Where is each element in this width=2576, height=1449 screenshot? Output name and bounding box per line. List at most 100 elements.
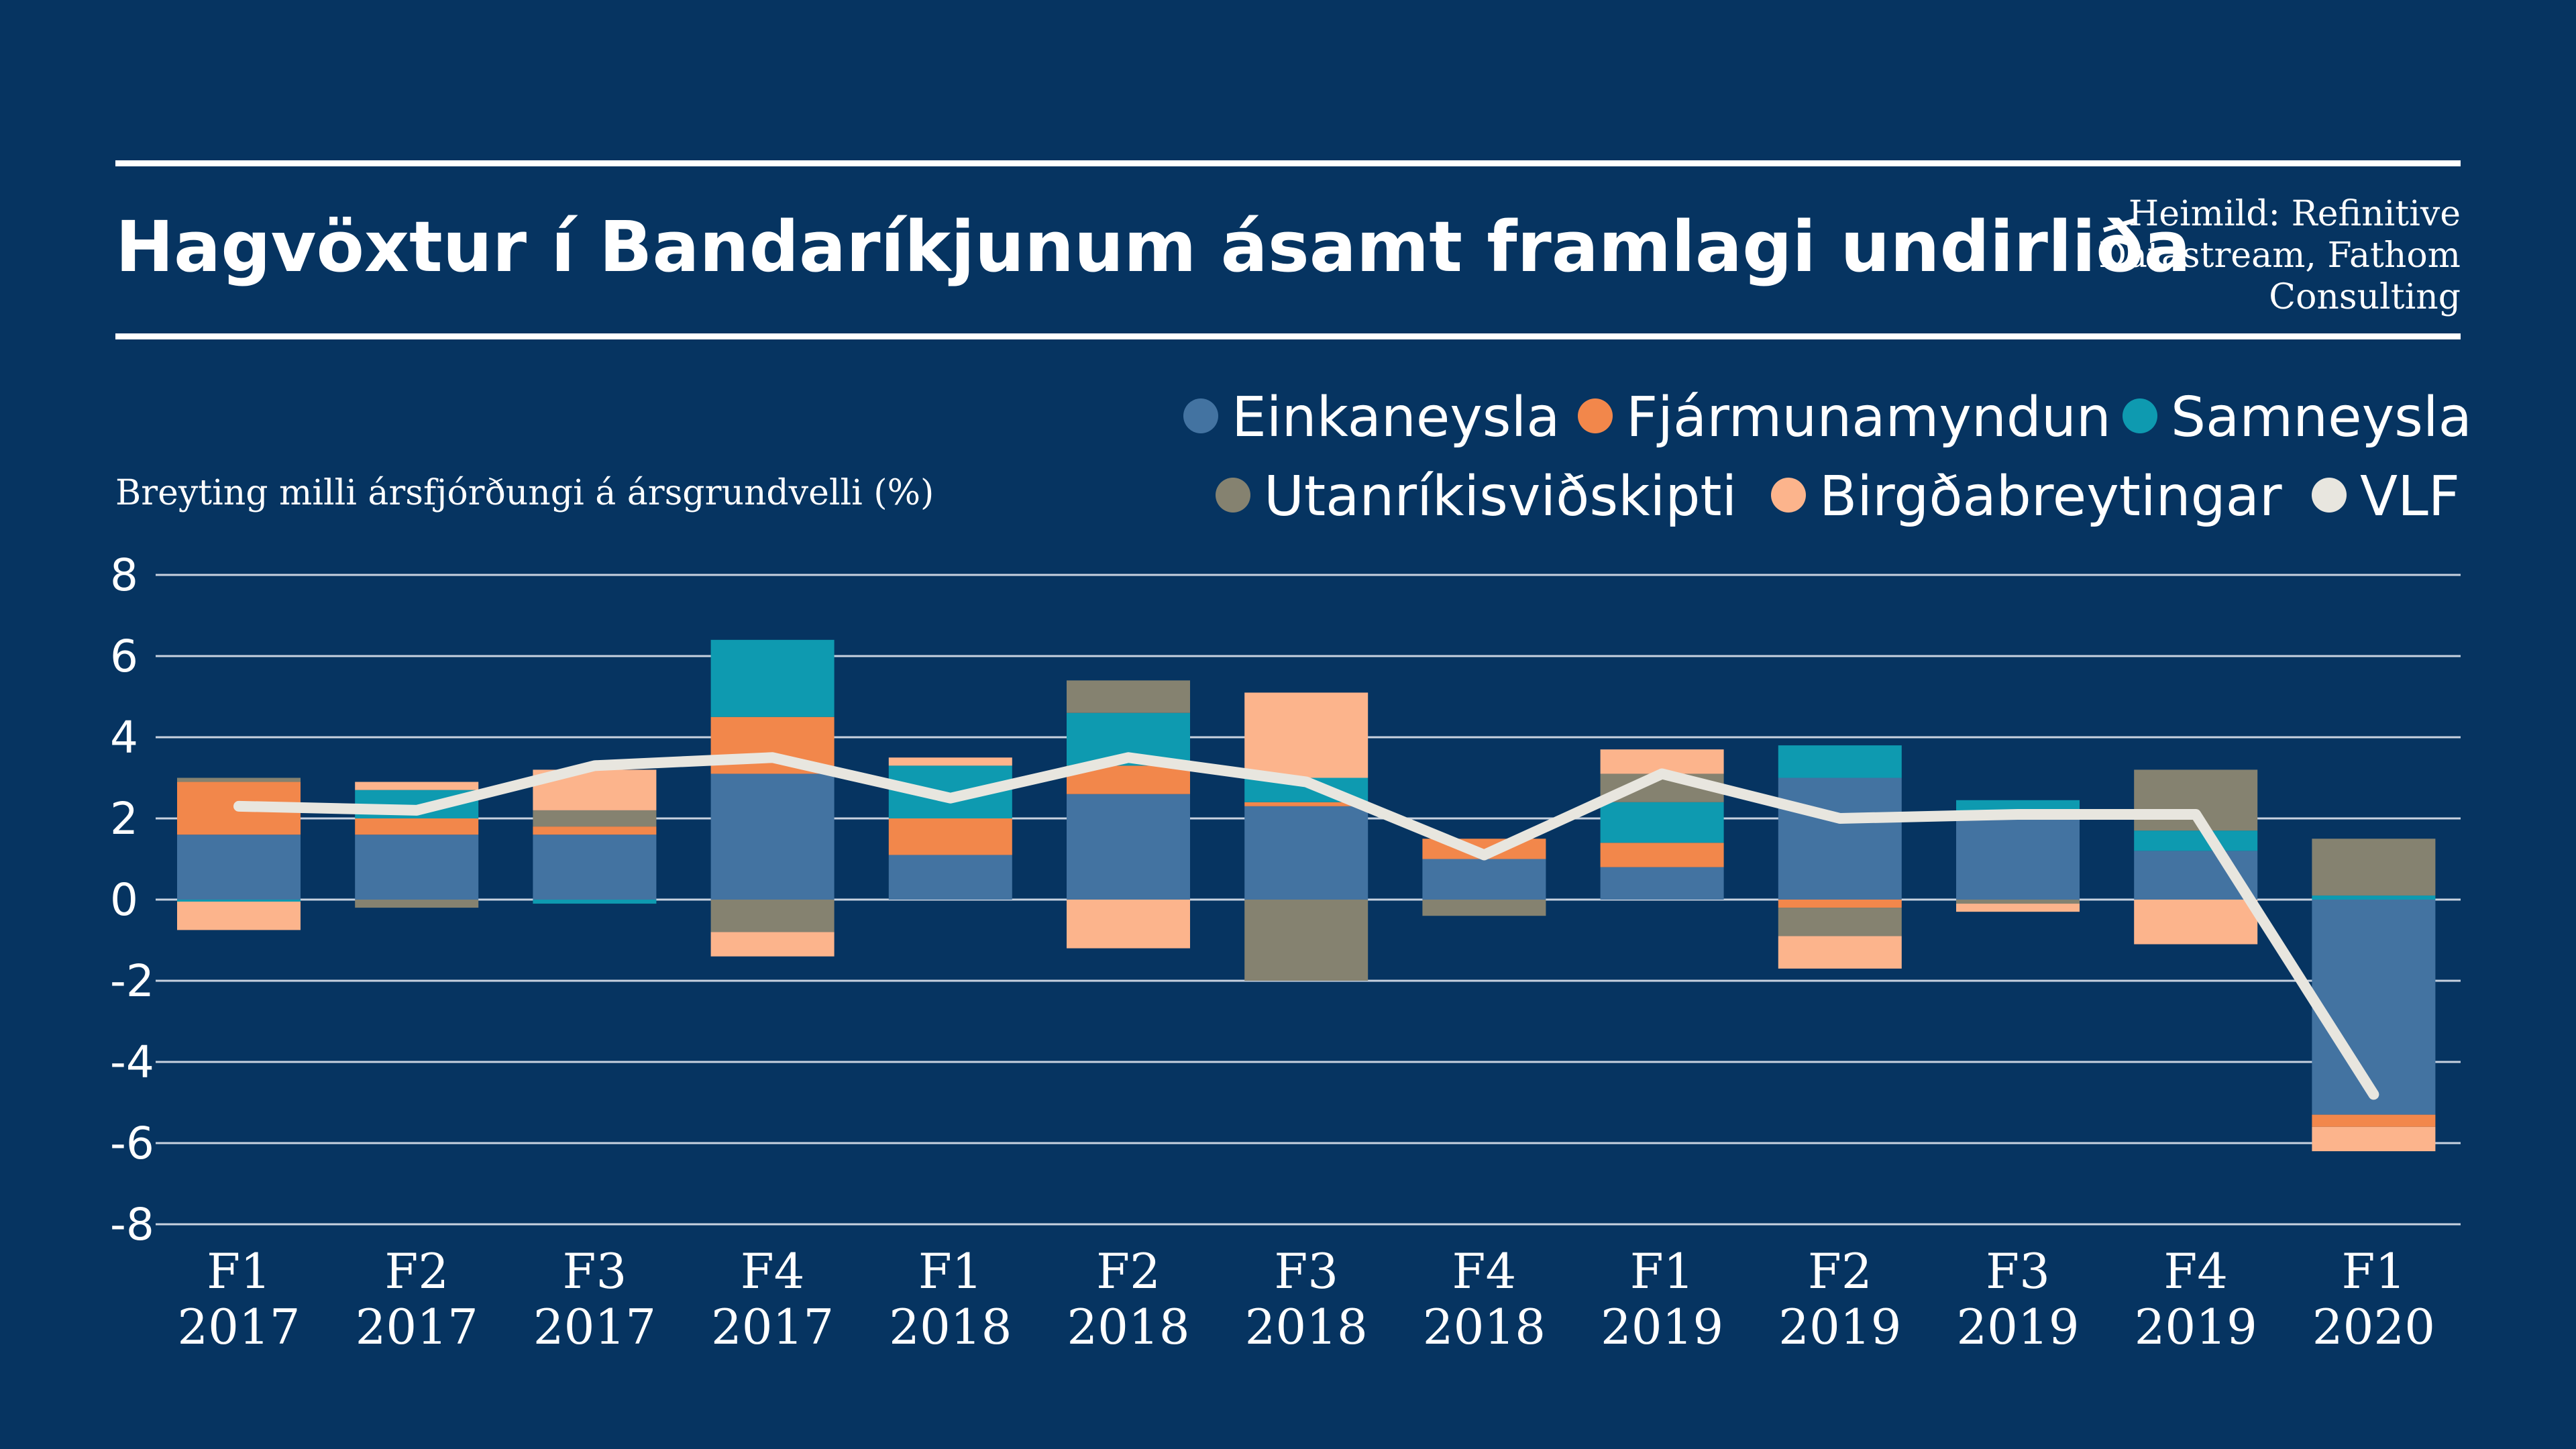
x-tick-quarter: F1	[207, 1243, 271, 1299]
bar-segment	[177, 777, 301, 782]
bar-segment	[1600, 867, 1724, 900]
x-tick-quarter: F1	[2342, 1243, 2406, 1299]
x-tick-quarter: F2	[1096, 1243, 1161, 1299]
bar-segment	[710, 900, 835, 932]
bar-segment	[888, 818, 1012, 855]
bar-segment	[1778, 908, 1902, 936]
legend-label-einkaneysla: Einkaneysla	[1232, 386, 1560, 449]
y-axis-label: Breyting milli ársfjórðungi á ársgrundve…	[115, 473, 934, 513]
bar-stack	[533, 769, 657, 904]
bar-segment	[533, 826, 657, 835]
bar-segment	[1778, 745, 1902, 778]
legend-label-samneysla: Samneysla	[2171, 386, 2472, 449]
bar-segment	[1956, 904, 2080, 912]
bar-segment	[1778, 936, 1902, 969]
x-tick-quarter: F4	[2163, 1243, 2228, 1299]
bar-segment	[2312, 1126, 2436, 1152]
x-tick-year: 2018	[1067, 1299, 1189, 1355]
bar-stack	[1244, 692, 1368, 981]
y-axis-ticks: 8 6 4 2 0 -2 -4 -6 -8	[110, 549, 154, 1250]
x-tick-year: 2017	[711, 1299, 834, 1355]
x-tick-year: 2020	[2312, 1299, 2435, 1355]
x-tick-year: 2019	[1601, 1299, 1723, 1355]
bar-stack	[2134, 769, 2258, 945]
bar-stack	[1422, 839, 1546, 916]
legend-label-utanrikisvidskipti: Utanríkisviðskipti	[1264, 465, 1737, 529]
bar-stack	[888, 757, 1012, 900]
x-tick-quarter: F2	[384, 1243, 449, 1299]
source-line-2: Datastream, Fathom	[2098, 235, 2461, 276]
bar-segment	[177, 900, 301, 902]
x-tick-quarter: F1	[1630, 1243, 1695, 1299]
x-tick-year: 2018	[889, 1299, 1012, 1355]
bar-stack	[2312, 839, 2436, 1152]
bar-segment	[355, 782, 479, 790]
x-tick-year: 2019	[1778, 1299, 1901, 1355]
bar-segment	[2312, 895, 2436, 900]
bar-segment	[1600, 843, 1724, 867]
stacked-bars	[177, 639, 2436, 1152]
bar-segment	[533, 835, 657, 900]
legend-label-birgdabreytingar: Birgðabreytingar	[1819, 465, 2282, 529]
y-tick-label: -4	[110, 1036, 154, 1088]
bar-segment	[710, 773, 835, 900]
source-line-1: Heimild: Refinitive	[2129, 194, 2461, 234]
bar-segment	[1067, 680, 1190, 713]
y-tick-label: -6	[110, 1118, 154, 1169]
legend-marker-utanrikisvidskipti	[1216, 478, 1250, 513]
bar-segment	[355, 818, 479, 835]
bar-segment	[1956, 814, 2080, 900]
legend-label-fjarmunamyndun: Fjármunamyndun	[1626, 386, 2111, 449]
legend-marker-einkaneysla	[1183, 398, 1218, 433]
legend: Einkaneysla Fjármunamyndun Samneysla Uta…	[1183, 386, 2472, 529]
x-tick-quarter: F3	[1274, 1243, 1338, 1299]
bar-segment	[2312, 839, 2436, 896]
bar-segment	[1600, 802, 1724, 843]
y-tick-label: 6	[110, 631, 138, 682]
bar-segment	[1244, 900, 1368, 981]
bar-segment	[1956, 900, 2080, 904]
bar-segment	[177, 902, 301, 930]
x-tick-year: 2019	[2135, 1299, 2257, 1355]
bar-segment	[2312, 900, 2436, 1115]
x-tick-quarter: F3	[1986, 1243, 2050, 1299]
legend-marker-samneysla	[2123, 398, 2157, 433]
x-axis-ticks: F12017F22017F32017F42017F12018F22018F320…	[177, 1243, 2435, 1355]
legend-marker-birgdabreytingar	[1771, 478, 1806, 513]
bar-segment	[710, 932, 835, 957]
x-tick-quarter: F3	[563, 1243, 627, 1299]
y-tick-label: 8	[110, 549, 138, 601]
y-tick-label: -2	[110, 955, 154, 1007]
x-tick-quarter: F2	[1808, 1243, 1872, 1299]
vlf-line	[233, 752, 2379, 1100]
x-tick-year: 2017	[533, 1299, 656, 1355]
bar-segment	[1067, 794, 1190, 900]
source-line-3: Consulting	[2269, 277, 2461, 317]
vlf-line-layer	[233, 752, 2379, 1100]
y-tick-label: 4	[110, 712, 138, 763]
bar-segment	[2312, 1114, 2436, 1127]
bar-stack	[1778, 745, 1902, 969]
bar-stack	[1067, 680, 1190, 949]
bar-segment	[710, 639, 835, 717]
x-tick-quarter: F4	[1452, 1243, 1517, 1299]
bar-segment	[1244, 802, 1368, 806]
bar-segment	[888, 855, 1012, 900]
y-tick-label: -8	[110, 1199, 154, 1250]
x-tick-quarter: F1	[918, 1243, 983, 1299]
bar-segment	[1778, 777, 1902, 900]
legend-marker-vlf	[2312, 478, 2347, 513]
bar-stack	[177, 777, 301, 930]
chart-title: Hagvöxtur í Bandaríkjunum ásamt framlagi…	[115, 206, 2191, 288]
bar-segment	[177, 835, 301, 900]
bar-segment	[1422, 900, 1546, 916]
bar-segment	[2134, 900, 2258, 945]
x-tick-year: 2017	[356, 1299, 478, 1355]
bar-segment	[533, 810, 657, 827]
y-tick-label: 0	[110, 874, 138, 926]
header-bottom-rule	[115, 333, 2461, 339]
bar-segment	[888, 757, 1012, 766]
header-top-rule	[115, 160, 2461, 166]
bar-segment	[1244, 806, 1368, 900]
x-tick-quarter: F4	[741, 1243, 805, 1299]
